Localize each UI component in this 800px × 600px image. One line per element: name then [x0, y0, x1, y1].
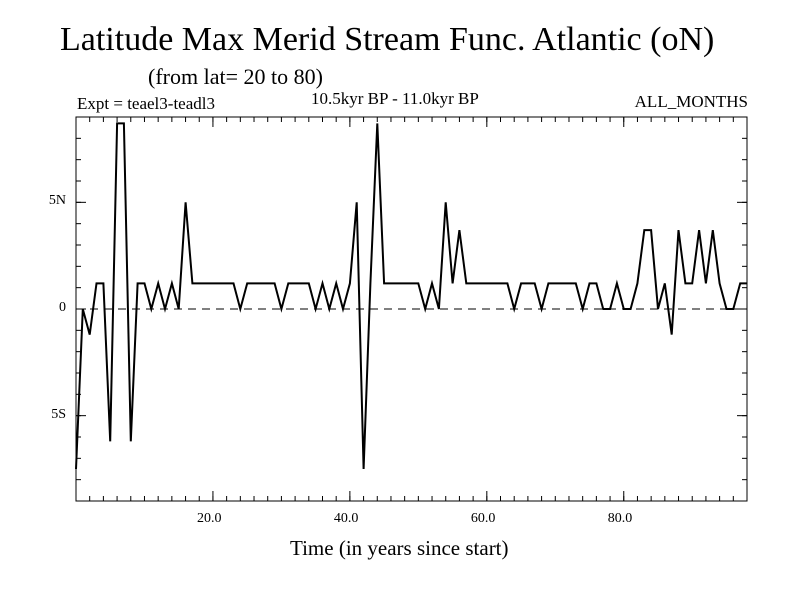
months-label: ALL_MONTHS [634, 92, 748, 111]
data-series-line [75, 122, 747, 470]
x-tick-label: 60.0 [470, 511, 496, 526]
x-axis-label: Time (in years since start) [290, 536, 509, 560]
plot-frame [75, 116, 748, 502]
period-label: 10.5kyr BP - 11.0kyr BP [311, 89, 479, 108]
experiment-label: Expt = teael3-teadl3 [77, 94, 215, 113]
x-tick-label: 80.0 [607, 511, 633, 526]
x-tick-label: 40.0 [333, 511, 359, 526]
y-tick-label: 5N [48, 193, 66, 209]
chart-subtitle: (from lat= 20 to 80) [148, 64, 323, 89]
y-tick-label: 0 [59, 300, 66, 315]
x-tick-label: 20.0 [196, 511, 222, 526]
y-tick-label: 5S [51, 406, 66, 422]
chart-title: Latitude Max Merid Stream Func. Atlantic… [60, 21, 715, 58]
